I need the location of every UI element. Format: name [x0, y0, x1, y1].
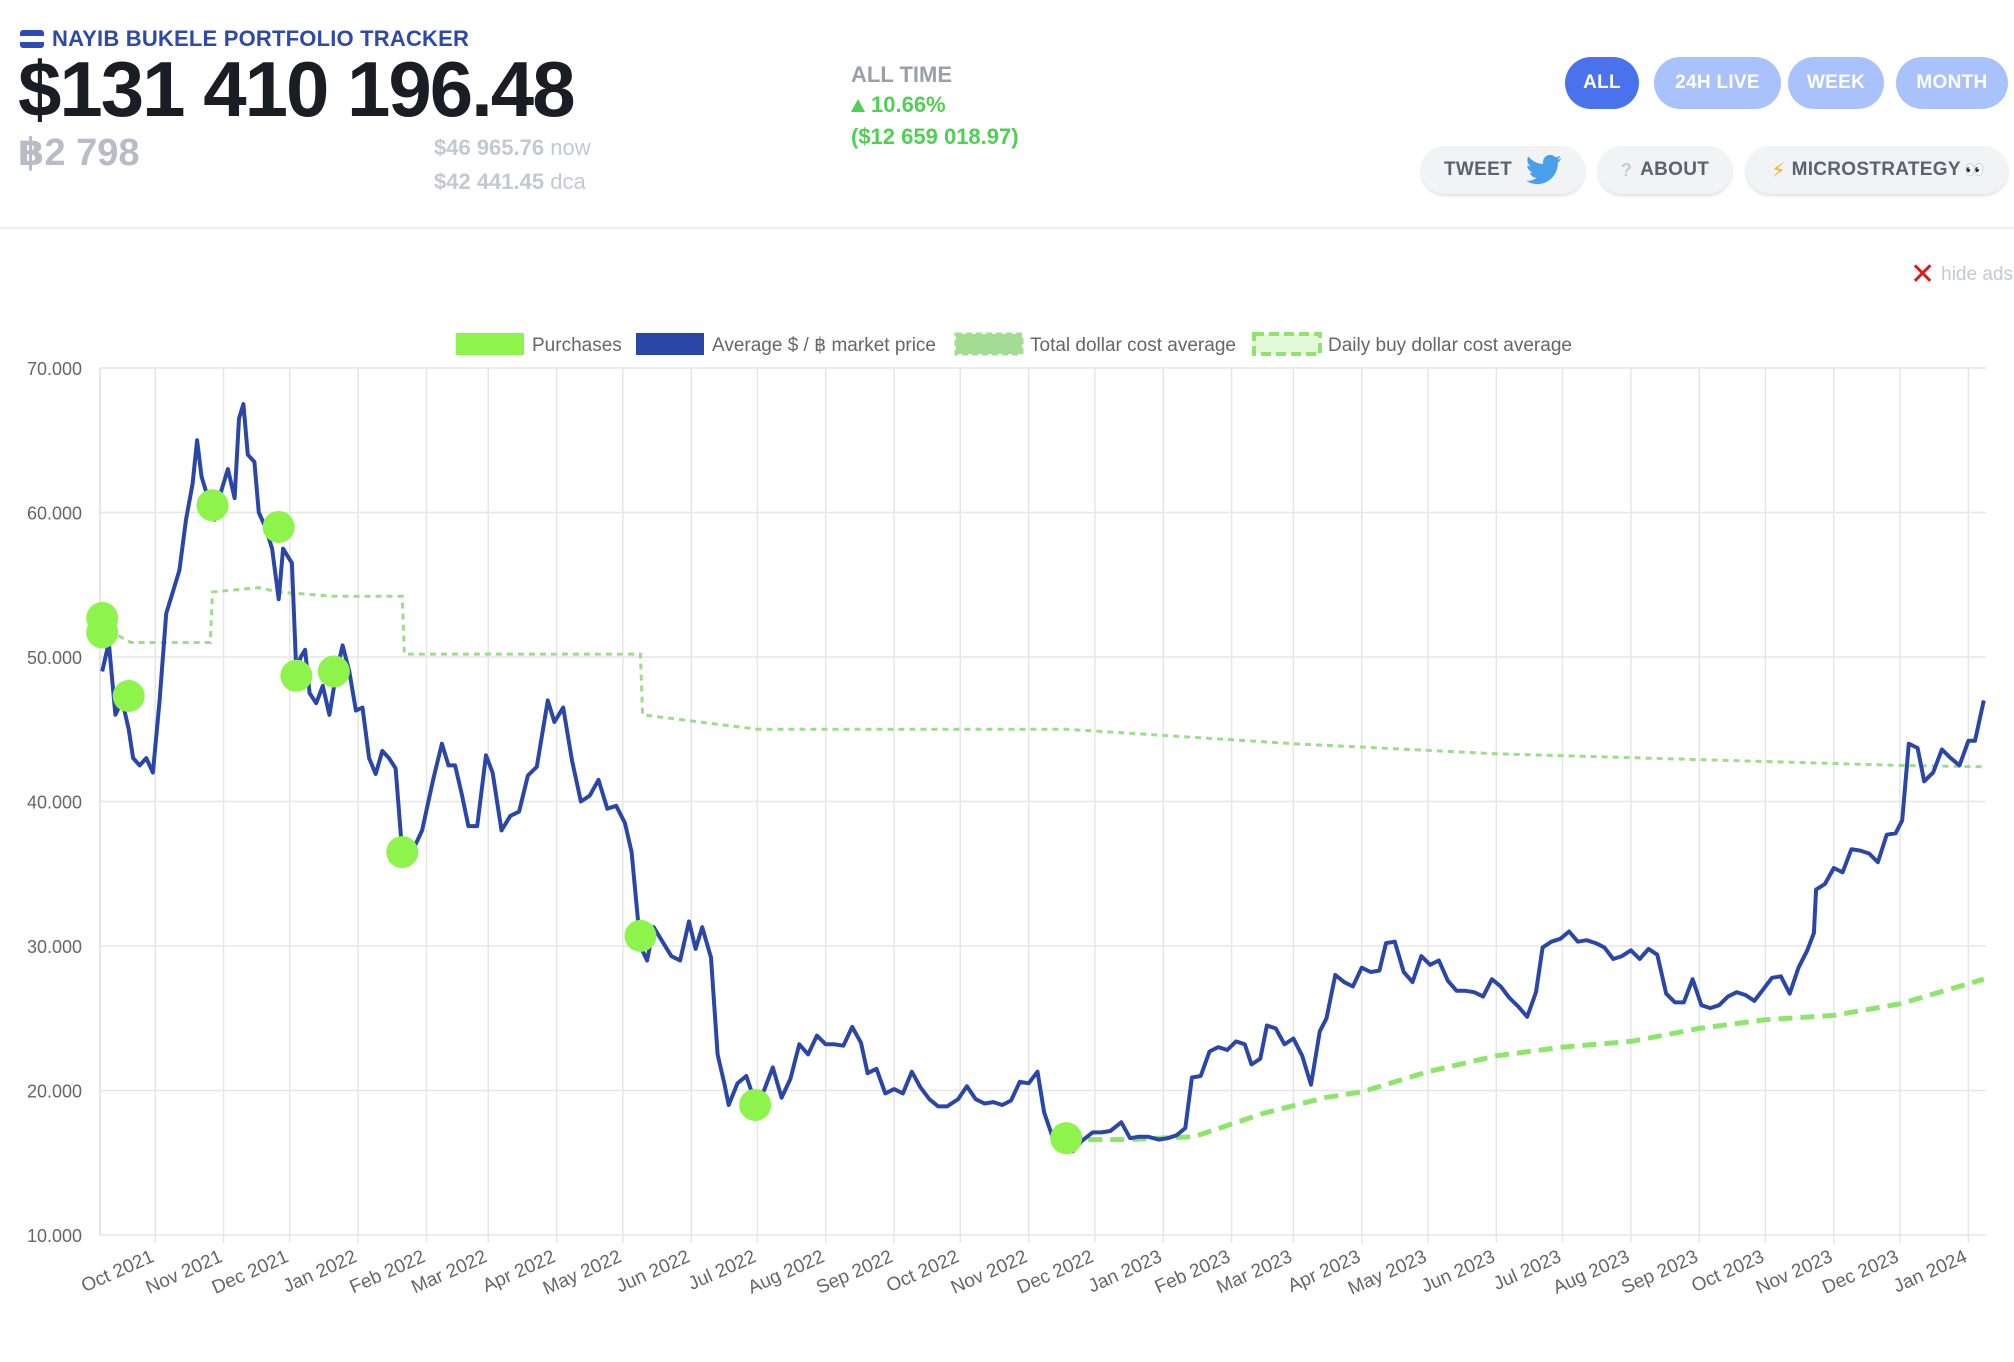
tweet-button-label: TWEET — [1444, 159, 1512, 180]
close-x-icon: ✕ — [1910, 258, 1936, 291]
purchase-point — [317, 655, 350, 688]
el-salvador-flag-icon — [20, 30, 44, 48]
y-tick-label: 60.000 — [27, 504, 82, 524]
range-24h-live-button[interactable]: 24H LIVE — [1654, 57, 1781, 109]
question-mark-icon: ? — [1620, 159, 1633, 180]
legend-label-daily-dca: Daily buy dollar cost average — [1328, 335, 1572, 356]
purchase-point — [196, 489, 229, 522]
twitter-bird-icon — [1526, 155, 1562, 185]
alltime-label: ALL TIME — [851, 62, 953, 87]
y-tick-label: 30.000 — [27, 937, 82, 957]
dca-price-value: $42 441.45 — [434, 169, 545, 194]
hide-ads-label: hide ads — [1941, 264, 2013, 285]
up-triangle-icon — [851, 98, 865, 112]
alltime-change-usd: ($12 659 018.97) — [851, 124, 1019, 149]
purchase-point — [624, 919, 657, 952]
chart-legend: Purchases Average $ / ฿ market price Tot… — [456, 332, 1572, 356]
microstrategy-button[interactable]: ⚡ MICROSTRATEGY 👀 — [1746, 146, 2008, 194]
range-all-button[interactable]: ALL — [1565, 57, 1639, 109]
legend-swatch-market-price — [636, 333, 704, 355]
y-tick-label: 50.000 — [27, 648, 82, 668]
lightning-bolt-icon: ⚡ — [1771, 159, 1786, 182]
legend-label-purchases: Purchases — [532, 335, 622, 356]
price-chart: Purchases Average $ / ฿ market price Tot… — [27, 332, 1986, 1300]
x-tick-label: Sep 2022 — [813, 1246, 896, 1298]
purchase-point — [280, 659, 313, 692]
purchase-point — [112, 680, 145, 713]
x-tick-label: Jan 2024 — [1890, 1246, 1970, 1297]
brand-title: NAYIB BUKELE PORTFOLIO TRACKER — [52, 26, 470, 51]
purchase-point — [262, 510, 295, 543]
range-month-button[interactable]: MONTH — [1896, 57, 2008, 109]
x-tick-label: Oct 2022 — [883, 1246, 962, 1297]
header: NAYIB BUKELE PORTFOLIO TRACKER $131 410 … — [0, 0, 2014, 228]
legend-swatch-total-dca — [954, 332, 1024, 356]
range-week-button[interactable]: WEEK — [1788, 57, 1884, 109]
legend-label-market-price: Average $ / ฿ market price — [712, 335, 936, 356]
dca-price-suffix: dca — [550, 169, 586, 194]
chart-grid — [99, 367, 1986, 1243]
brand[interactable]: NAYIB BUKELE PORTFOLIO TRACKER — [20, 26, 469, 52]
legend-label-total-dca: Total dollar cost average — [1030, 335, 1236, 356]
y-axis: 10.000 20.000 30.000 40.000 50.000 60.000 70.0… — [27, 359, 82, 1246]
legend-swatch-purchases — [456, 333, 524, 355]
x-tick-label: Sep 2023 — [1618, 1246, 1701, 1298]
x-tick-label: Aug 2022 — [745, 1246, 828, 1298]
plot-area — [86, 402, 1986, 1155]
alltime-change-percent: 10.66% — [871, 92, 946, 117]
purchase-point — [386, 836, 419, 869]
about-button[interactable]: ? ABOUT — [1598, 146, 1732, 194]
y-tick-label: 70.000 — [27, 359, 82, 379]
microstrategy-button-label: MICROSTRATEGY — [1791, 159, 1961, 180]
y-tick-label: 40.000 — [27, 793, 82, 813]
x-tick-label: Jan 2023 — [1085, 1246, 1165, 1297]
y-tick-label: 20.000 — [27, 1082, 82, 1102]
x-tick-label: Oct 2021 — [78, 1246, 157, 1297]
legend-swatch-daily-dca — [1252, 332, 1322, 356]
x-tick-label: Oct 2023 — [1688, 1246, 1767, 1297]
about-button-label: ABOUT — [1640, 159, 1710, 180]
x-tick-label: Jan 2022 — [280, 1246, 360, 1297]
series-line-total-dca — [101, 586, 1984, 769]
current-price-suffix: now — [550, 135, 591, 160]
x-tick-label: Aug 2023 — [1550, 1246, 1633, 1298]
purchase-point — [86, 616, 119, 649]
y-tick-label: 10.000 — [27, 1226, 82, 1246]
series-line-market-price — [100, 402, 1986, 1154]
x-tick-label: Dec 2021 — [209, 1246, 292, 1298]
btc-holdings: ฿2 798 — [18, 132, 140, 174]
tweet-button[interactable]: TWEET — [1421, 146, 1585, 194]
series-line-daily-dca — [1066, 976, 1985, 1143]
current-price: $46 965.76 now — [434, 135, 591, 161]
purchase-point — [1050, 1122, 1083, 1155]
purchase-point — [739, 1088, 772, 1121]
hide-ads-link[interactable]: ✕ hide ads — [1910, 260, 2013, 290]
x-tick-label: Jun 2023 — [1418, 1246, 1498, 1297]
portfolio-value: $131 410 196.48 — [18, 45, 576, 133]
alltime-change: 10.66% — [851, 92, 946, 118]
current-price-value: $46 965.76 — [434, 135, 545, 160]
x-tick-label: Dec 2022 — [1014, 1246, 1097, 1298]
x-tick-label: Dec 2023 — [1819, 1246, 1902, 1298]
eyes-icon: 👀 — [1964, 162, 1985, 179]
dca-price: $42 441.45 dca — [434, 169, 586, 195]
x-tick-label: Jun 2022 — [613, 1246, 693, 1297]
header-divider — [0, 227, 2014, 229]
